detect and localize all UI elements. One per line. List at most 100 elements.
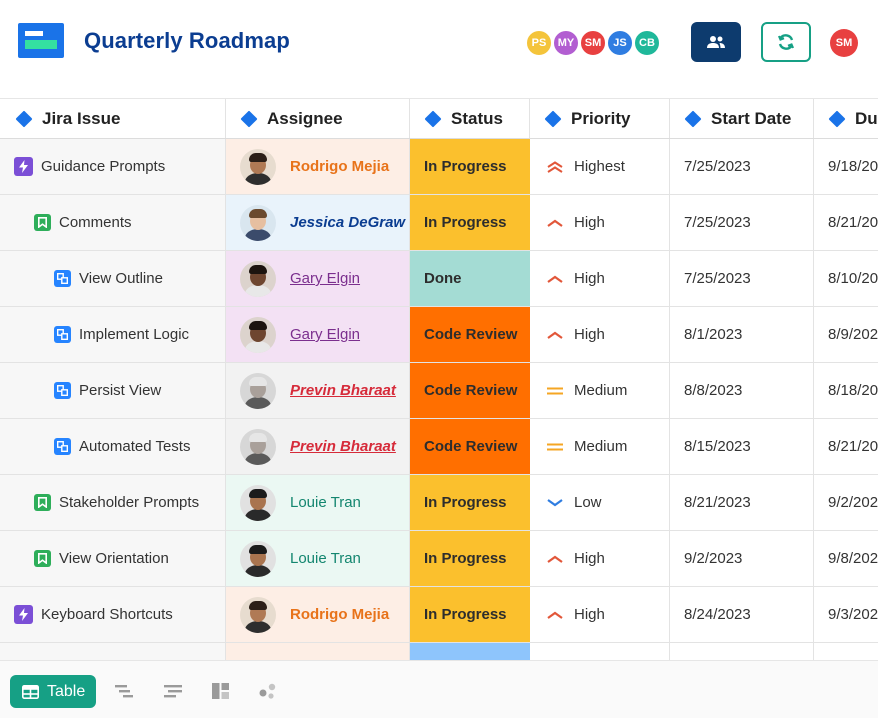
start-date-cell[interactable]: 8/24/2023 (670, 587, 814, 642)
table-row[interactable]: Automated Tests Previn Bharaat Code Review… (0, 419, 878, 475)
assignee-name[interactable]: Previn Bharaat (290, 382, 396, 399)
priority-cell[interactable]: Highest (530, 139, 670, 194)
table-row[interactable]: Persist View Previn Bharaat Code Review Med… (0, 363, 878, 419)
assignee-name[interactable]: Rodrigo Mejia (290, 158, 390, 175)
collaborator-avatar[interactable]: CB (633, 29, 661, 57)
users-button[interactable] (691, 22, 741, 62)
status-badge[interactable]: In Progress (410, 139, 530, 194)
table-view-tab[interactable]: Table (10, 675, 96, 708)
issue-cell[interactable]: Keyboard Shortcuts (0, 587, 226, 642)
collaborator-avatar[interactable]: JS (606, 29, 634, 57)
status-badge[interactable]: In Progress (410, 531, 530, 586)
collaborator-avatar[interactable]: PS (525, 29, 553, 57)
issue-cell[interactable]: View Orientation (0, 531, 226, 586)
assignee-cell[interactable]: Gary Elgin (226, 307, 410, 362)
due-date-cell[interactable]: 8/10/20 (814, 251, 878, 306)
start-date-cell[interactable]: 7/25/2023 (670, 195, 814, 250)
start-date-cell[interactable] (670, 643, 814, 660)
assignee-name[interactable]: Gary Elgin (290, 326, 361, 343)
status-badge[interactable]: In Progress (410, 195, 530, 250)
assignee-cell[interactable]: Louie Tran (226, 475, 410, 530)
board-icon[interactable] (211, 682, 231, 700)
assignee-cell[interactable]: Previn Bharaat (226, 419, 410, 474)
due-date-cell[interactable]: 9/8/202 (814, 531, 878, 586)
column-header-priority[interactable]: Priority (530, 99, 670, 138)
issue-cell[interactable]: Comments (0, 195, 226, 250)
field-diamond-icon (15, 110, 33, 127)
priority-cell[interactable]: Medium (530, 419, 670, 474)
start-date-cell[interactable]: 8/1/2023 (670, 307, 814, 362)
collaborator-avatar[interactable]: MY (552, 29, 580, 57)
table-row[interactable]: Implement Logic Gary Elgin Code Review High… (0, 307, 878, 363)
status-badge[interactable]: Done (410, 251, 530, 306)
table-row[interactable]: Comments Jessica DeGraw In Progress High 7/2… (0, 195, 878, 251)
gantt-icon[interactable] (114, 682, 134, 700)
assignee-name[interactable]: Louie Tran (290, 494, 361, 511)
assignee-cell[interactable]: Previn Bharaat (226, 363, 410, 418)
table-row[interactable]: Stakeholder Prompts Louie Tran In Progress… (0, 475, 878, 531)
issue-cell[interactable]: Stakeholder Prompts (0, 475, 226, 530)
priority-cell[interactable]: High (530, 587, 670, 642)
assignee-name[interactable]: Jessica DeGraw (290, 214, 406, 231)
current-user-avatar[interactable]: SM (830, 29, 858, 57)
start-date-cell[interactable]: 8/8/2023 (670, 363, 814, 418)
column-header-jira-issue[interactable]: Jira Issue (0, 99, 226, 138)
due-date-cell[interactable]: 8/9/202 (814, 307, 878, 362)
start-date-cell[interactable]: 8/15/2023 (670, 419, 814, 474)
issue-cell[interactable]: View Outline (0, 251, 226, 306)
due-date-cell[interactable]: 8/21/20 (814, 195, 878, 250)
due-date-cell[interactable]: 8/21/20 (814, 419, 878, 474)
table-row[interactable]: Guidance Prompts Rodrigo Mejia In Progress… (0, 139, 878, 195)
status-badge[interactable]: Code Review (410, 419, 530, 474)
graph-icon[interactable] (258, 682, 278, 700)
column-header-start-date[interactable]: Start Date (670, 99, 814, 138)
status-badge[interactable]: In Progress (410, 587, 530, 642)
sync-button[interactable] (761, 22, 811, 62)
assignee-cell[interactable]: Gary Elgin (226, 251, 410, 306)
priority-cell[interactable] (530, 643, 670, 660)
assignee-name[interactable]: Rodrigo Mejia (290, 606, 390, 623)
due-date-cell[interactable]: 9/2/202 (814, 475, 878, 530)
assignee-cell[interactable] (226, 643, 410, 660)
assignee-cell[interactable]: Rodrigo Mejia (226, 139, 410, 194)
assignee-cell[interactable]: Louie Tran (226, 531, 410, 586)
priority-cell[interactable]: High (530, 307, 670, 362)
issue-cell[interactable]: Implement Logic (0, 307, 226, 362)
issue-title: Comments (59, 214, 132, 231)
issue-cell[interactable]: Persist View (0, 363, 226, 418)
column-header-status[interactable]: Status (410, 99, 530, 138)
table-row[interactable] (0, 643, 878, 660)
due-date-cell[interactable] (814, 643, 878, 660)
start-date-cell[interactable]: 7/25/2023 (670, 251, 814, 306)
status-badge[interactable]: Code Review (410, 307, 530, 362)
start-date-cell[interactable]: 9/2/2023 (670, 531, 814, 586)
issue-cell[interactable]: Automated Tests (0, 419, 226, 474)
assignee-name[interactable]: Previn Bharaat (290, 438, 396, 455)
priority-cell[interactable]: High (530, 251, 670, 306)
status-badge[interactable] (410, 643, 530, 660)
start-date-cell[interactable]: 8/21/2023 (670, 475, 814, 530)
status-badge[interactable]: In Progress (410, 475, 530, 530)
collaborator-avatar[interactable]: SM (579, 29, 607, 57)
issue-cell[interactable]: Guidance Prompts (0, 139, 226, 194)
table-row[interactable]: Keyboard Shortcuts Rodrigo Mejia In Progre… (0, 587, 878, 643)
table-row[interactable]: View Orientation Louie Tran In Progress Hig… (0, 531, 878, 587)
priority-cell[interactable]: Medium (530, 363, 670, 418)
start-date-cell[interactable]: 7/25/2023 (670, 139, 814, 194)
priority-cell[interactable]: High (530, 531, 670, 586)
due-date-cell[interactable]: 8/18/20 (814, 363, 878, 418)
assignee-name[interactable]: Louie Tran (290, 550, 361, 567)
column-header-due-date[interactable]: Du (814, 99, 878, 138)
priority-cell[interactable]: Low (530, 475, 670, 530)
due-date-cell[interactable]: 9/18/20 (814, 139, 878, 194)
status-badge[interactable]: Code Review (410, 363, 530, 418)
column-header-assignee[interactable]: Assignee (226, 99, 410, 138)
timeline-icon[interactable] (163, 682, 183, 700)
assignee-cell[interactable]: Rodrigo Mejia (226, 587, 410, 642)
priority-cell[interactable]: High (530, 195, 670, 250)
assignee-name[interactable]: Gary Elgin (290, 270, 361, 287)
issue-cell[interactable] (0, 643, 226, 660)
assignee-cell[interactable]: Jessica DeGraw (226, 195, 410, 250)
due-date-cell[interactable]: 9/3/202 (814, 587, 878, 642)
table-row[interactable]: View Outline Gary Elgin Done High 7/25/2023 8… (0, 251, 878, 307)
